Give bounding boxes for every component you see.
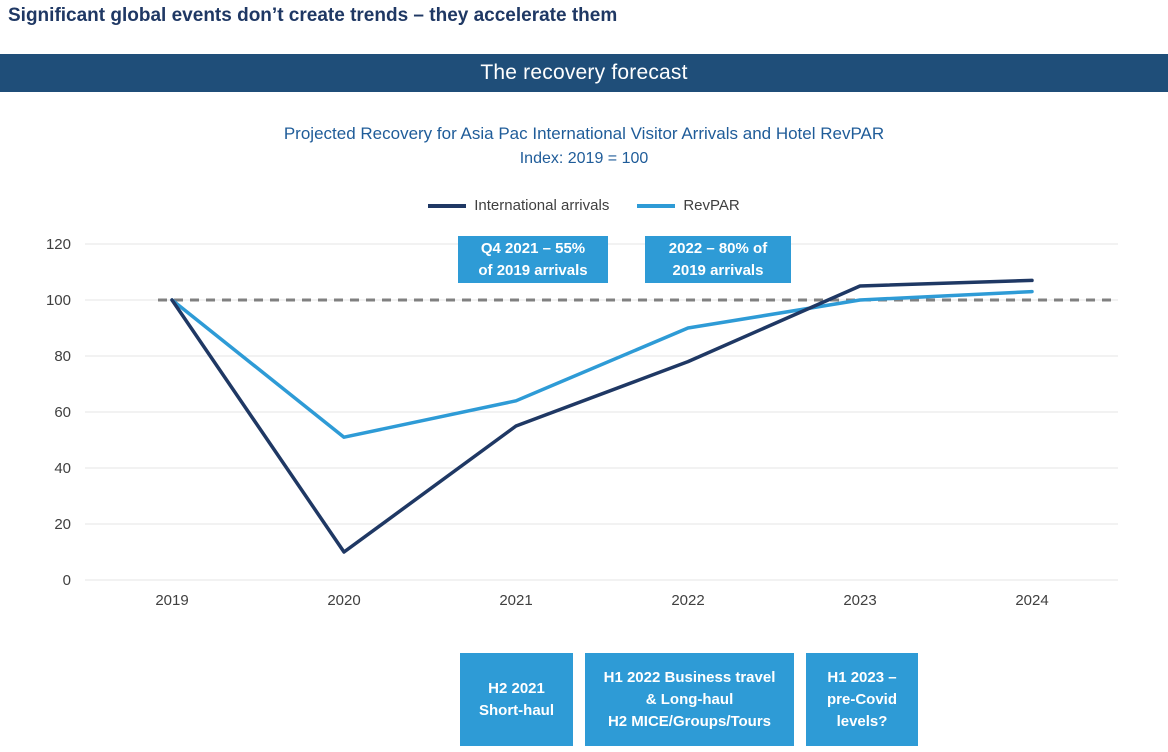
annotation-line: 2022 – 80% of (668, 239, 768, 257)
svg-text:80: 80 (54, 348, 71, 365)
callout-line: H2 2021 (488, 679, 545, 697)
chart-title: Projected Recovery for Asia Pac Internat… (283, 124, 885, 143)
legend-item-international-arrivals: International arrivals (428, 197, 609, 214)
chart-subtitle: Index: 2019 = 100 (519, 150, 649, 167)
legend-label-revpar: RevPAR (683, 197, 740, 214)
svg-text:2021: 2021 (499, 592, 532, 609)
legend-item-revpar: RevPAR (637, 197, 740, 214)
callout-line: levels? (836, 712, 888, 730)
callout-h1-2023: H1 2023 – pre-Covid levels? (806, 653, 918, 746)
svg-text:120: 120 (46, 236, 71, 253)
callout-line: & Long-haul (645, 690, 734, 708)
annotation-line: Q4 2021 – 55% (480, 239, 586, 257)
callout-line: H2 MICE/Groups/Tours (607, 712, 772, 730)
svg-text:2020: 2020 (327, 592, 360, 609)
callout-line: pre-Covid (826, 690, 897, 708)
svg-text:20: 20 (54, 516, 71, 533)
svg-text:2024: 2024 (1015, 592, 1048, 609)
annotation-q4-2021: Q4 2021 – 55% of 2019 arrivals (458, 236, 608, 283)
recovery-line-chart: 0 20 40 60 80 100 120 2019 2020 2021 2022 2023 2024 (46, 236, 1118, 609)
legend-swatch-international-arrivals (428, 203, 467, 208)
svg-text:2023: 2023 (843, 592, 876, 609)
callout-h1-2022: H1 2022 Business travel & Long-haul H2 M… (585, 653, 794, 746)
svg-text:40: 40 (54, 460, 71, 477)
annotation-2022: 2022 – 80% of 2019 arrivals (645, 236, 791, 283)
callout-line: Short-haul (479, 701, 554, 719)
svg-text:0: 0 (63, 572, 71, 589)
annotation-line: 2019 arrivals (672, 261, 764, 279)
legend-label-international-arrivals: International arrivals (474, 197, 610, 214)
svg-text:60: 60 (54, 404, 71, 421)
svg-text:100: 100 (46, 292, 71, 309)
callout-h2-2021: H2 2021 Short-haul (460, 653, 573, 746)
legend-swatch-revpar (637, 203, 676, 208)
banner-title: The recovery forecast (480, 61, 688, 84)
callout-line: H1 2023 – (827, 668, 897, 686)
annotation-line: of 2019 arrivals (478, 261, 588, 279)
slide-title: Significant global events don’t create t… (8, 5, 618, 26)
chart-legend: International arrivals RevPAR (0, 197, 1168, 214)
svg-text:2022: 2022 (671, 592, 704, 609)
section-banner: The recovery forecast (0, 54, 1168, 92)
svg-text:2019: 2019 (155, 592, 188, 609)
callout-line: H1 2022 Business travel (603, 668, 776, 686)
